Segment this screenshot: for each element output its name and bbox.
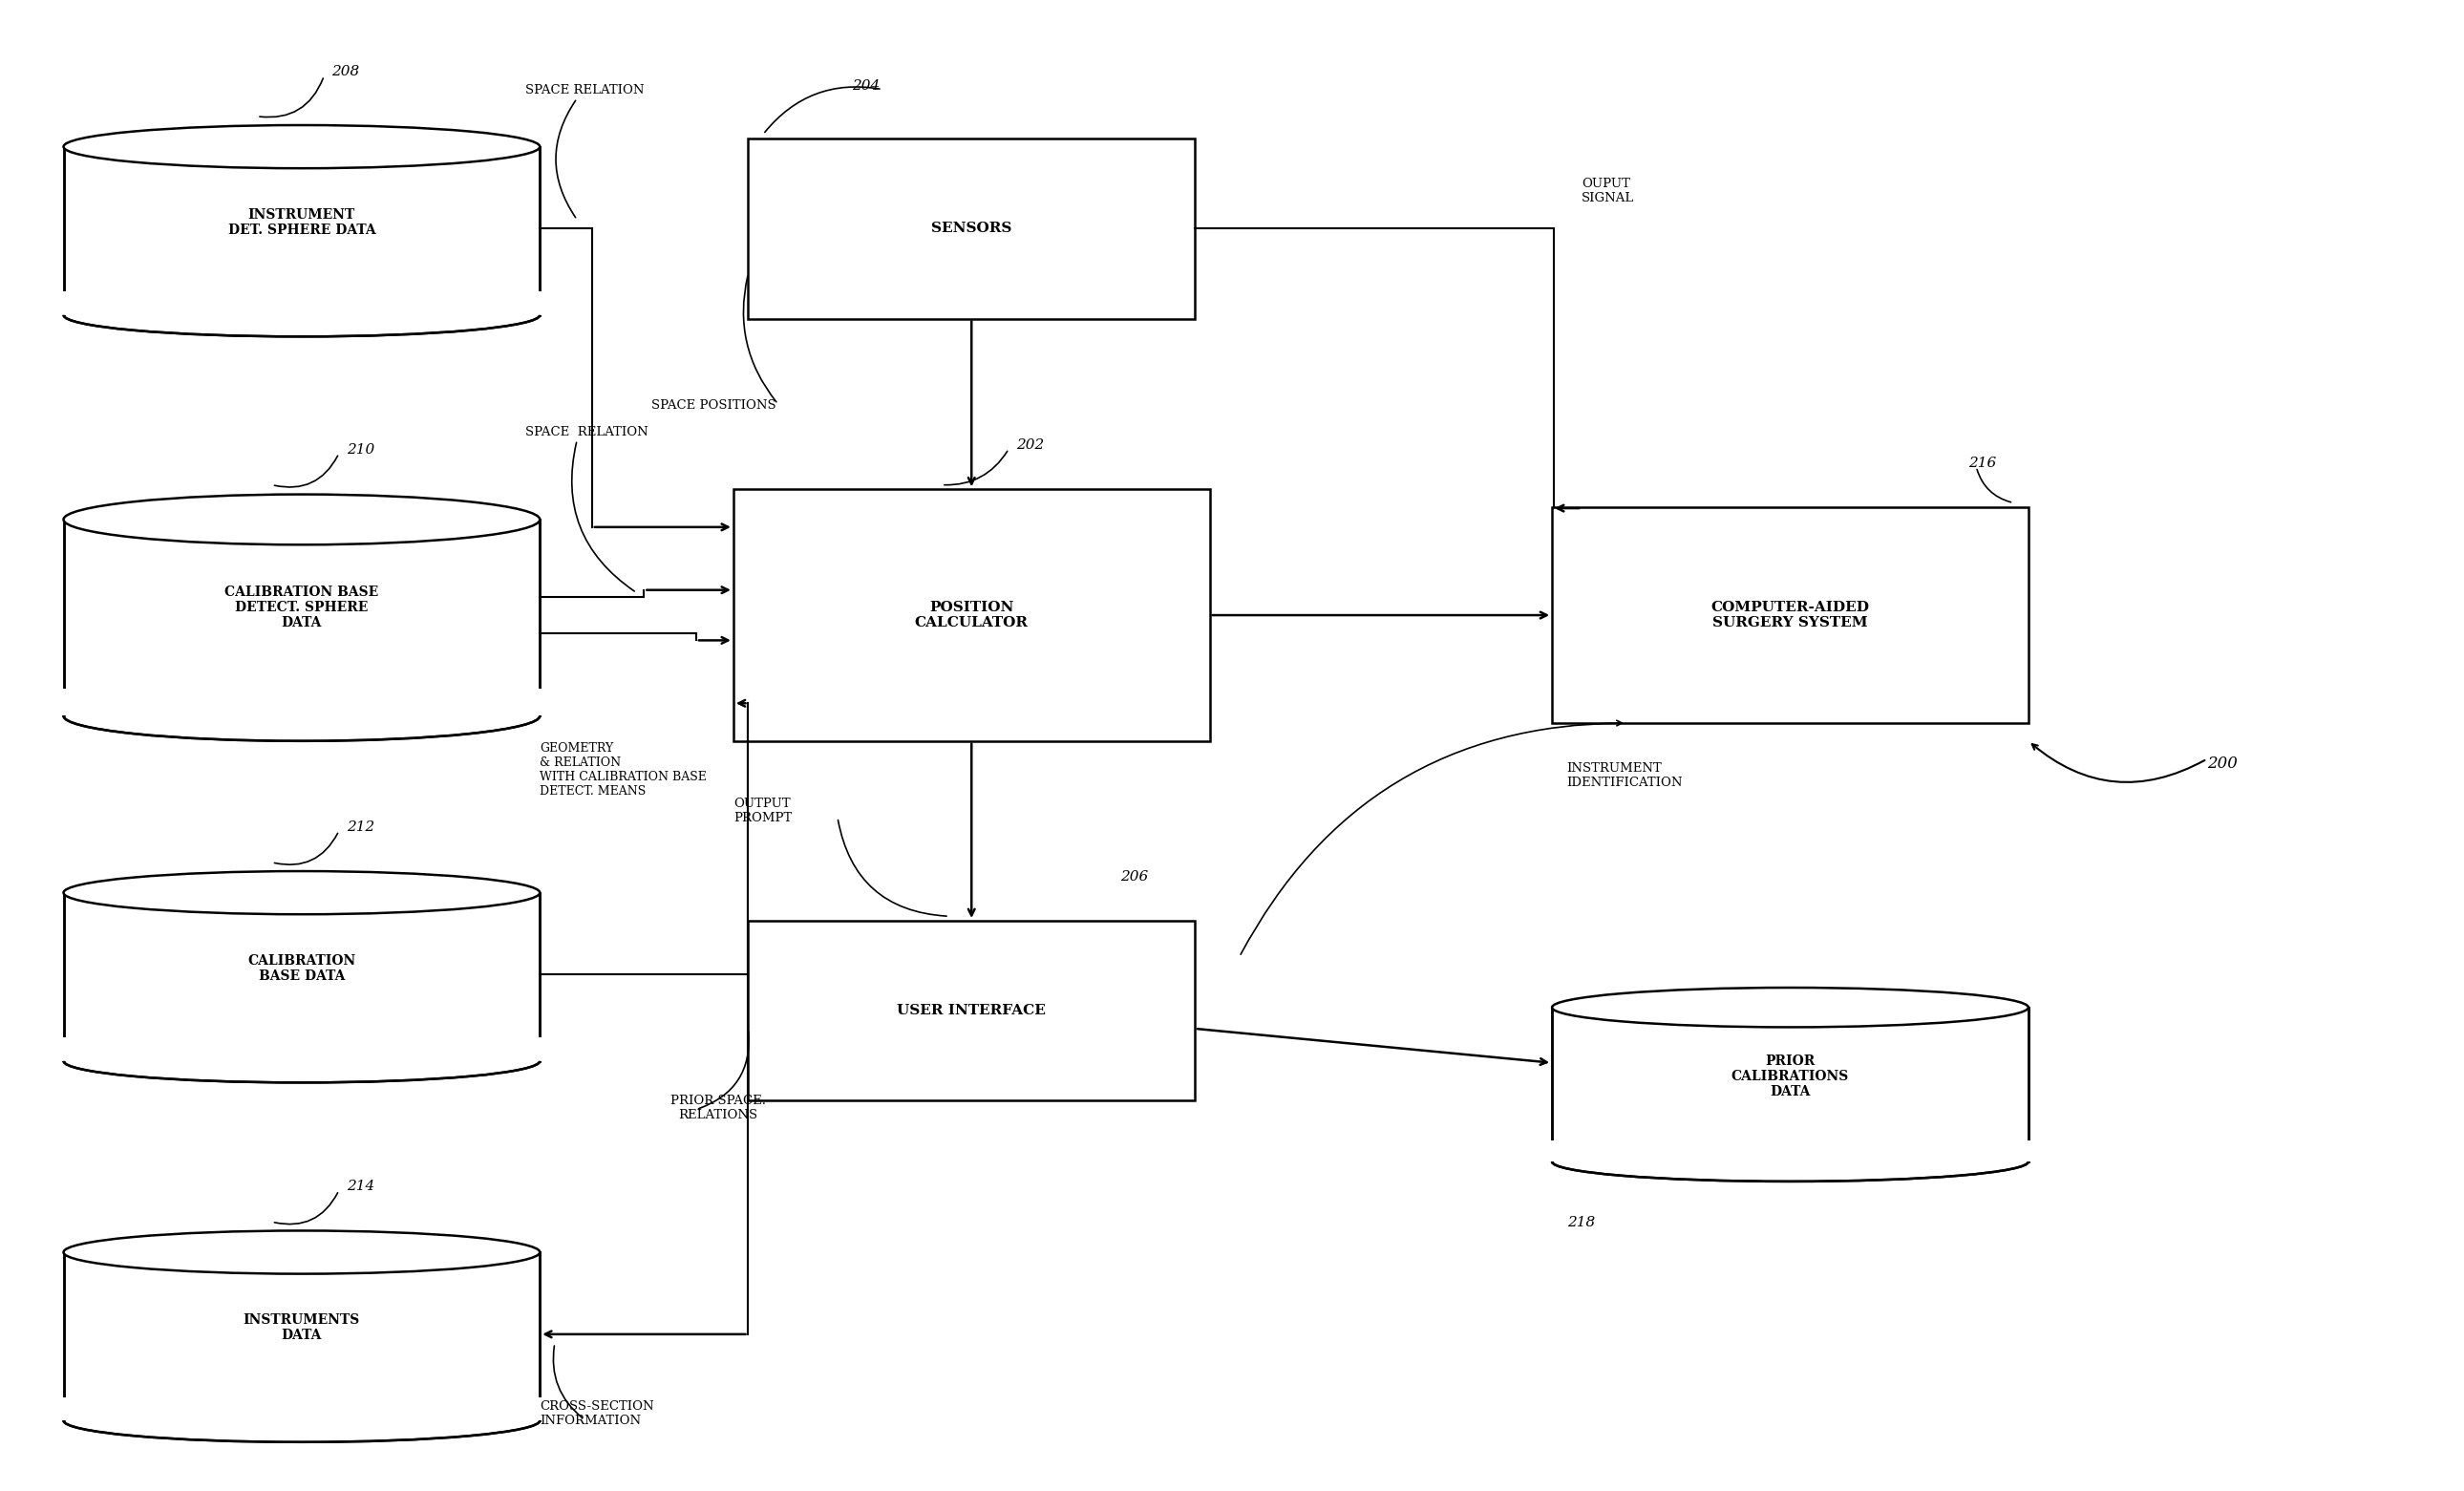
Text: GEOMETRY
& RELATION
WITH CALIBRATION BASE
DETECT. MEANS: GEOMETRY & RELATION WITH CALIBRATION BAS… [540, 743, 707, 798]
Text: 218: 218 [1567, 1215, 1594, 1229]
Text: 214: 214 [347, 1179, 375, 1193]
Text: SPACE  RELATION: SPACE RELATION [525, 426, 648, 438]
Text: USER INTERFACE: USER INTERFACE [897, 1003, 1045, 1017]
Text: CROSS-SECTION
INFORMATION: CROSS-SECTION INFORMATION [540, 1400, 653, 1427]
Ellipse shape [64, 294, 540, 337]
Bar [62, 1038, 542, 1062]
Bar [1552, 1008, 2028, 1161]
Ellipse shape [1552, 1142, 2028, 1181]
Text: OUTPUT
PROMPT: OUTPUT PROMPT [734, 798, 791, 825]
Text: INSTRUMENT
DET. SPHERE DATA: INSTRUMENT DET. SPHERE DATA [227, 207, 375, 237]
Text: 208: 208 [333, 66, 360, 79]
Text: SPACE RELATION: SPACE RELATION [525, 85, 643, 97]
Text: 212: 212 [347, 820, 375, 833]
Ellipse shape [1552, 987, 2028, 1027]
Text: SENSORS: SENSORS [931, 222, 1013, 236]
Text: CALIBRATION BASE
DETECT. SPHERE
DATA: CALIBRATION BASE DETECT. SPHERE DATA [224, 586, 379, 629]
Text: PRIOR
CALIBRATIONS
DATA: PRIOR CALIBRATIONS DATA [1732, 1054, 1848, 1099]
Text: 204: 204 [853, 79, 880, 92]
Text: CALIBRATION
BASE DATA: CALIBRATION BASE DATA [246, 954, 355, 983]
Bar [1552, 507, 2028, 723]
Text: PRIOR SPACE.
RELATIONS: PRIOR SPACE. RELATIONS [670, 1094, 766, 1121]
Text: INSTRUMENTS
DATA: INSTRUMENTS DATA [244, 1314, 360, 1342]
Text: 210: 210 [347, 443, 375, 456]
Ellipse shape [64, 1399, 540, 1442]
Ellipse shape [64, 495, 540, 544]
Text: SPACE POSITIONS: SPACE POSITIONS [650, 400, 776, 412]
Text: 202: 202 [1015, 438, 1045, 452]
Text: 200: 200 [2208, 756, 2237, 772]
Bar [64, 519, 540, 716]
Ellipse shape [64, 1230, 540, 1273]
Bar [64, 1252, 540, 1421]
Bar [734, 489, 1210, 741]
Bar [749, 139, 1195, 319]
Ellipse shape [64, 125, 540, 168]
Bar [62, 1397, 542, 1421]
Bar [62, 689, 542, 716]
Text: INSTRUMENT
IDENTIFICATION: INSTRUMENT IDENTIFICATION [1567, 762, 1683, 789]
Text: POSITION
CALCULATOR: POSITION CALCULATOR [914, 601, 1027, 629]
Text: 216: 216 [1969, 456, 1996, 470]
Bar [64, 893, 540, 1062]
Text: 206: 206 [1121, 869, 1148, 883]
Ellipse shape [64, 871, 540, 914]
Bar [749, 921, 1195, 1100]
Bar [1550, 1141, 2030, 1161]
Text: OUPUT
SIGNAL: OUPUT SIGNAL [1582, 177, 1634, 204]
Bar [62, 292, 542, 315]
Bar [64, 146, 540, 315]
Text: COMPUTER-AIDED
SURGERY SYSTEM: COMPUTER-AIDED SURGERY SYSTEM [1710, 601, 1870, 629]
Ellipse shape [64, 690, 540, 741]
Ellipse shape [64, 1039, 540, 1082]
